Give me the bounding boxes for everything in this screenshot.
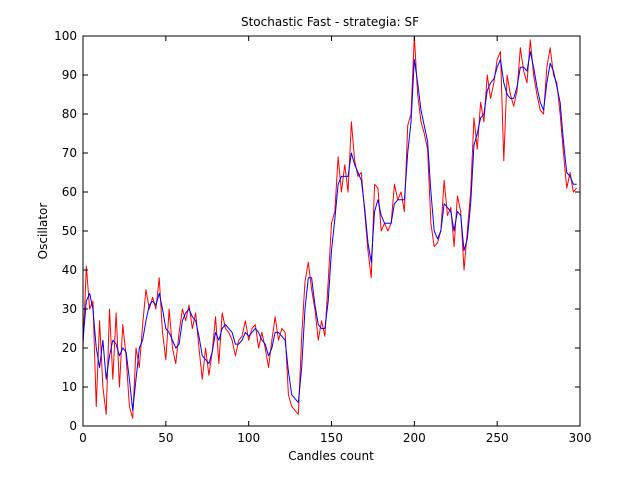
x-tick-label: 250 xyxy=(486,431,509,445)
y-tick-label: 0 xyxy=(69,419,77,433)
series-line-2 xyxy=(82,51,577,411)
chart-title: Stochastic Fast - strategia: SF xyxy=(241,15,419,29)
x-axis: 0 50 100 150 200 250 300 xyxy=(79,36,591,445)
x-tick-label: 50 xyxy=(158,431,173,445)
y-tick-label: 80 xyxy=(62,107,77,121)
y-tick-label: 100 xyxy=(54,29,77,43)
series-layer xyxy=(82,35,578,419)
x-tick-label: 100 xyxy=(237,431,260,445)
y-tick-label: 10 xyxy=(62,380,77,394)
y-tick-label: 30 xyxy=(62,302,77,316)
y-tick-label: 40 xyxy=(62,263,77,277)
x-tick-label: 150 xyxy=(320,431,343,445)
x-tick-label: 300 xyxy=(569,431,592,445)
y-tick-label: 50 xyxy=(62,224,77,238)
y-tick-label: 70 xyxy=(62,146,77,160)
x-tick-label: 200 xyxy=(403,431,426,445)
x-axis-label: Candles count xyxy=(288,449,374,463)
series-line-1 xyxy=(82,35,578,419)
y-tick-label: 20 xyxy=(62,341,77,355)
x-tick-label: 0 xyxy=(79,431,87,445)
y-tick-label: 60 xyxy=(62,185,77,199)
y-axis: 0 10 20 30 40 50 60 70 80 90 100 xyxy=(54,29,580,433)
y-axis-label: Oscillator xyxy=(36,203,50,260)
y-tick-label: 90 xyxy=(62,68,77,82)
